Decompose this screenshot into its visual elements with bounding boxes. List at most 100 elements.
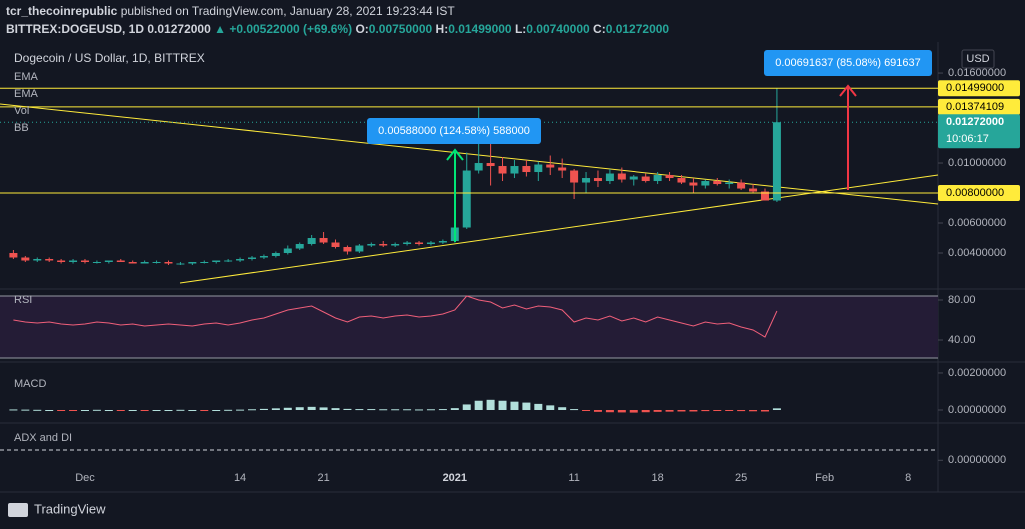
macd-bar <box>582 410 591 411</box>
x-tick-label: 18 <box>651 472 663 484</box>
currency-box[interactable] <box>961 49 995 69</box>
macd-bar <box>33 409 42 411</box>
candle-body <box>415 242 424 245</box>
macd-bar <box>713 410 722 411</box>
y-tick-label: 0.00000000 <box>948 404 1006 416</box>
candle-body <box>343 247 352 252</box>
ohlc-h-key: H: <box>436 22 449 36</box>
candle-body <box>653 175 662 182</box>
panel-title: MACD <box>14 378 46 390</box>
candle-body <box>725 182 734 185</box>
macd-bar <box>176 409 185 411</box>
macd-bar <box>546 405 555 410</box>
brand-logo <box>8 503 28 517</box>
candle-body <box>271 253 280 257</box>
candle-body <box>152 262 161 264</box>
macd-bar <box>403 409 412 411</box>
candle-body <box>438 241 447 243</box>
price-tag-label: 0.01499000 <box>946 82 1004 94</box>
candle-body <box>760 191 769 201</box>
macd-bar <box>701 410 710 412</box>
candle-body <box>9 253 18 258</box>
candle-body <box>80 260 89 263</box>
candle-body <box>689 182 698 186</box>
ohlc-c: 0.01272000 <box>606 22 670 36</box>
candle-body <box>283 248 292 254</box>
candle-body <box>331 242 340 248</box>
annotation: 0.00691637 (85.08%) 691637 <box>775 57 921 69</box>
macd-bar <box>307 406 316 410</box>
macd-bar <box>188 410 197 411</box>
candle-body <box>498 166 507 174</box>
x-tick-label: 14 <box>234 472 246 484</box>
macd-bar <box>510 401 519 410</box>
price-tag-label: 0.01374109 <box>946 101 1004 113</box>
macd-bar <box>69 410 78 411</box>
candle-body <box>307 238 316 245</box>
ohlc-o: 0.00750000 <box>369 22 433 36</box>
published-text: published on TradingView.com, January 28… <box>121 4 456 18</box>
panel-title: ADX and DI <box>14 432 72 444</box>
candle-body <box>391 244 400 246</box>
indicator-label: BB <box>14 122 29 134</box>
candle-body <box>355 245 364 252</box>
macd-bar <box>152 410 161 411</box>
candle-body <box>116 260 125 263</box>
last-price-label: 0.01272000 <box>946 116 1004 128</box>
candle-body <box>259 256 268 258</box>
macd-bar <box>498 400 507 410</box>
macd-bar <box>522 402 531 410</box>
symbol-line: BITTREX:DOGEUSD, 1D 0.01272000 ▲ +0.0052… <box>6 22 669 36</box>
macd-bar <box>725 410 734 411</box>
candle-body <box>677 178 686 183</box>
candle-body <box>104 260 113 263</box>
macd-bar <box>689 410 698 412</box>
countdown: 10:06:17 <box>946 133 989 145</box>
indicator-label: EMA <box>14 88 39 100</box>
candle-body <box>33 259 42 261</box>
measure-arrowhead <box>446 148 464 161</box>
chart-title: Dogecoin / US Dollar, 1D, BITTREX <box>14 51 205 65</box>
ohlc-o-key: O: <box>355 22 368 36</box>
macd-bar <box>570 409 579 411</box>
candle-body <box>379 244 388 246</box>
indicator-label: Vol <box>14 105 29 117</box>
currency[interactable]: USD <box>966 53 989 65</box>
candle-body <box>570 170 579 183</box>
candle-body <box>474 163 483 171</box>
macd-bar <box>164 410 173 411</box>
candle-body <box>486 163 495 167</box>
macd-bar <box>629 410 638 413</box>
x-tick-label: Dec <box>75 472 95 484</box>
candle-body <box>164 262 173 264</box>
candle-body <box>605 173 614 182</box>
macd-bar <box>367 409 376 411</box>
macd-bar <box>534 403 543 410</box>
macd-bar <box>474 400 483 410</box>
candle-body <box>426 242 435 245</box>
y-tick-label: 0.00200000 <box>948 367 1006 379</box>
candle-body <box>641 176 650 182</box>
macd-bar <box>80 410 89 411</box>
candle-body <box>749 188 758 192</box>
candle-body <box>546 164 555 168</box>
macd-bar <box>9 409 18 411</box>
x-tick-label: Feb <box>815 472 834 484</box>
candle-body <box>558 167 567 171</box>
macd-bar <box>605 410 614 413</box>
macd-bar <box>212 410 221 411</box>
macd-bar <box>737 410 746 412</box>
candle-body <box>534 164 543 173</box>
price: 0.01272000 <box>147 22 211 36</box>
annotation-box <box>367 118 541 144</box>
candle-body <box>295 244 304 249</box>
macd-bar <box>772 408 781 410</box>
macd-bar <box>426 409 435 411</box>
macd-bar <box>653 410 662 412</box>
macd-bar <box>21 409 30 411</box>
price-tag <box>938 80 1020 97</box>
candle-body <box>319 238 328 243</box>
candle-body <box>69 260 78 263</box>
macd-bar <box>248 409 256 411</box>
candle-body <box>462 170 471 228</box>
